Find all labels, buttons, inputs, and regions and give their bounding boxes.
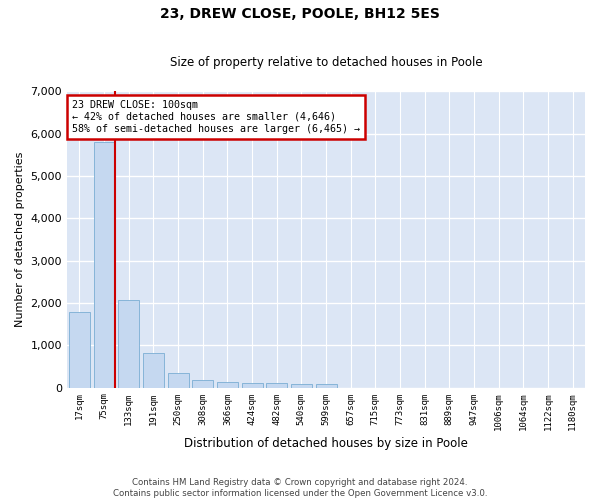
Bar xyxy=(242,383,263,388)
Title: Size of property relative to detached houses in Poole: Size of property relative to detached ho… xyxy=(170,56,482,70)
Bar xyxy=(118,300,139,388)
Bar xyxy=(94,142,115,388)
Text: 23 DREW CLOSE: 100sqm
← 42% of detached houses are smaller (4,646)
58% of semi-d: 23 DREW CLOSE: 100sqm ← 42% of detached … xyxy=(72,100,360,134)
Bar xyxy=(266,384,287,388)
Bar xyxy=(192,380,213,388)
Bar xyxy=(69,312,90,388)
Bar xyxy=(316,384,337,388)
Bar xyxy=(291,384,312,388)
Bar xyxy=(167,373,188,388)
Bar xyxy=(143,353,164,388)
Text: 23, DREW CLOSE, POOLE, BH12 5ES: 23, DREW CLOSE, POOLE, BH12 5ES xyxy=(160,8,440,22)
Text: Contains HM Land Registry data © Crown copyright and database right 2024.
Contai: Contains HM Land Registry data © Crown c… xyxy=(113,478,487,498)
Bar xyxy=(217,382,238,388)
X-axis label: Distribution of detached houses by size in Poole: Distribution of detached houses by size … xyxy=(184,437,468,450)
Y-axis label: Number of detached properties: Number of detached properties xyxy=(15,152,25,327)
